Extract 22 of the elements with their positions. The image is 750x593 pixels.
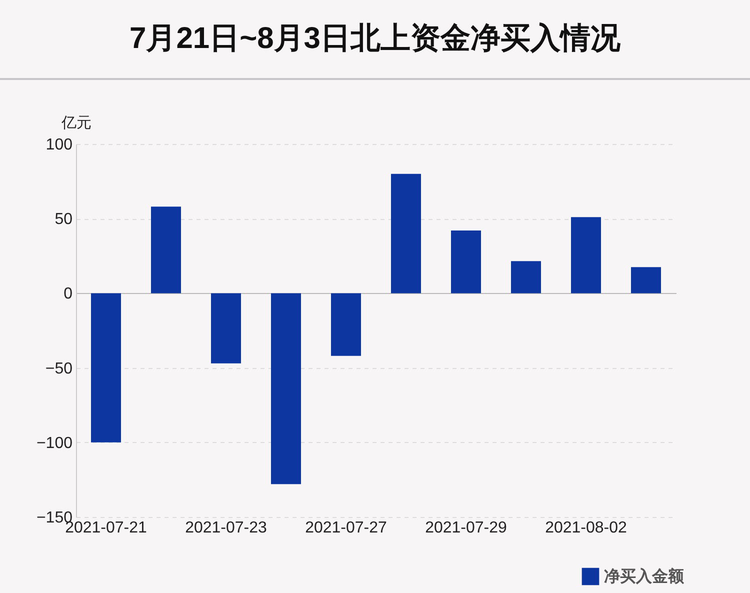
y-axis-title: 亿元 bbox=[60, 114, 92, 132]
y-tick-label: −50 bbox=[45, 360, 73, 378]
bar bbox=[511, 261, 541, 294]
bar bbox=[331, 293, 361, 356]
y-tick-label: 50 bbox=[54, 211, 73, 228]
x-tick-label: 2021-08-02 bbox=[545, 520, 628, 536]
bar bbox=[571, 217, 601, 294]
x-tick-label: 2021-07-23 bbox=[185, 520, 268, 536]
chart-title: 7月21日~8月3日北上资金净买入情况 bbox=[0, 0, 750, 80]
y-tick-label: −100 bbox=[36, 434, 73, 452]
x-tick-label: 2021-07-29 bbox=[425, 520, 508, 536]
x-tick-label: 2021-07-27 bbox=[305, 520, 388, 536]
legend-label: 净买入金额 bbox=[604, 568, 685, 586]
bar bbox=[631, 267, 661, 294]
bar bbox=[271, 293, 301, 484]
y-tick-label: 100 bbox=[46, 136, 73, 154]
y-tick-label: 0 bbox=[64, 286, 73, 303]
bar bbox=[91, 293, 121, 442]
bar bbox=[451, 230, 481, 294]
bar bbox=[391, 174, 421, 294]
bar bbox=[151, 206, 181, 294]
bar bbox=[211, 293, 241, 364]
